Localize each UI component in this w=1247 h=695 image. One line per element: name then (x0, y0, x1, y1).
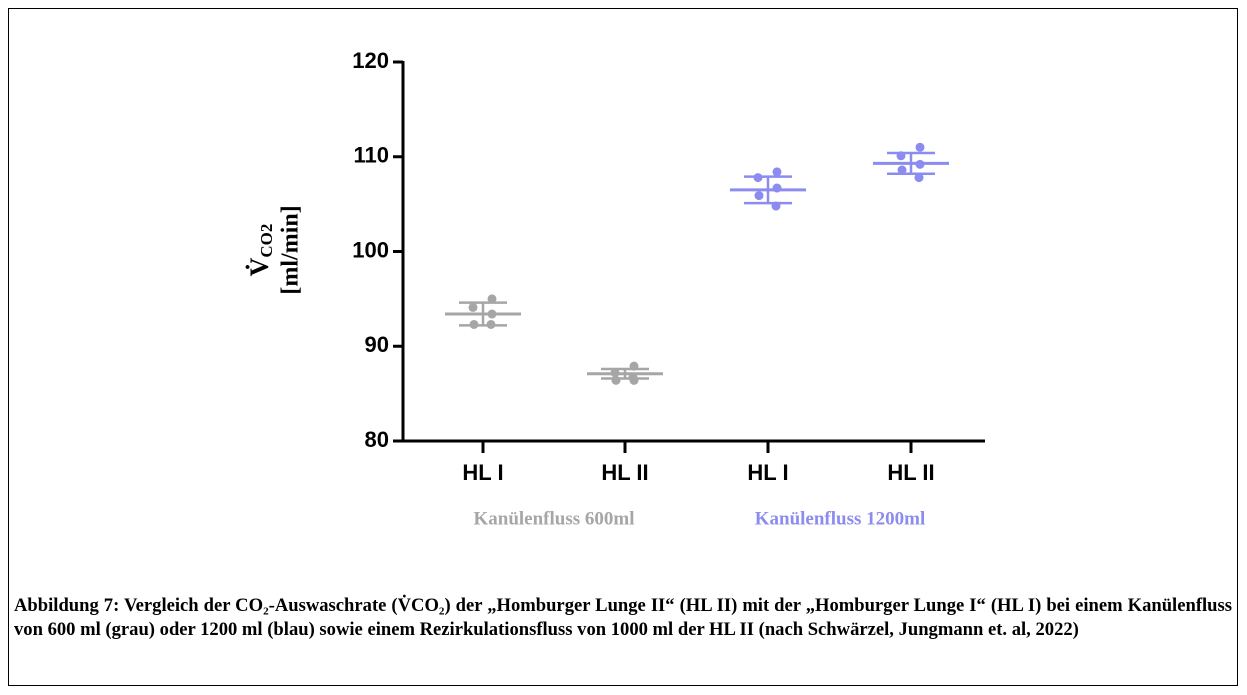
point (629, 361, 639, 371)
point (896, 151, 906, 161)
y-subscript: CO2 (257, 224, 276, 258)
y-label: V̇CO2 [ml/min] (245, 205, 304, 294)
y-unit: [ml/min] (278, 205, 304, 294)
y-symbol: V̇ (245, 257, 274, 276)
point (611, 375, 621, 385)
x-tick-label: HL II (601, 460, 648, 485)
x-tick-label: HL II (887, 460, 934, 485)
y-tick-label: 110 (354, 143, 390, 168)
y-label-symbol: V̇CO2 (245, 224, 276, 277)
frame (8, 8, 1238, 686)
point (487, 294, 497, 304)
point (754, 191, 764, 201)
y-tick-label: 90 (365, 332, 389, 357)
point (469, 319, 479, 329)
group-label: Kanülenfluss 600ml (473, 508, 634, 529)
x-tick-label: HL I (462, 460, 503, 485)
chart: V̇CO2 [ml/min] 80 90 100 110 120 Kanülenfluss… (245, 48, 985, 529)
point (628, 373, 638, 383)
point (468, 302, 478, 312)
point (897, 165, 907, 175)
y-tick-label: 120 (352, 48, 389, 73)
point (486, 319, 496, 329)
point (914, 173, 924, 183)
x-tick-label: HL I (747, 460, 788, 485)
point (772, 167, 782, 177)
group-label: Kanülenfluss 1200ml (755, 508, 926, 529)
caption: Abbildung 7: Vergleich der CO₂-Auswaschr… (14, 595, 1232, 640)
y-tick-label: 80 (365, 427, 389, 452)
point (915, 142, 925, 152)
point (771, 201, 781, 211)
y-tick-label: 100 (352, 237, 389, 262)
point (753, 173, 763, 183)
